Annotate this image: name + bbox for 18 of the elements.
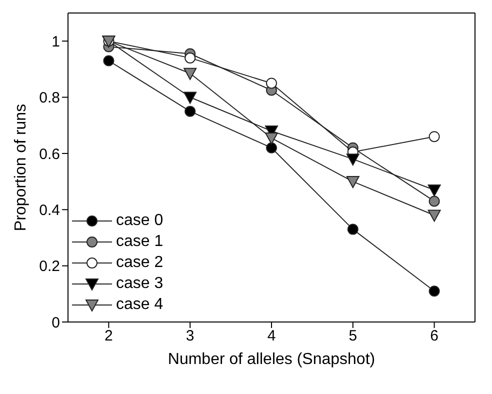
y-tick-label: 0.8 — [39, 90, 60, 107]
x-tick-label: 5 — [348, 328, 358, 345]
x-tick-label: 3 — [186, 328, 194, 345]
y-tick-label: 0.2 — [39, 258, 60, 276]
x-tick-label: 4 — [267, 328, 276, 345]
x-tick-label: 2 — [104, 328, 113, 345]
y-tick-label: 0.4 — [39, 202, 60, 219]
y-tick-label: 1 — [52, 33, 60, 50]
y-axis-title: Proportion of runs — [12, 104, 30, 232]
y-tick-label: 0.6 — [39, 146, 60, 163]
legend-label: case 4 — [116, 295, 164, 315]
x-axis-title: Number of alleles (Snapshot) — [168, 351, 376, 368]
x-tick-label: 6 — [430, 328, 438, 345]
legend-label: case 1 — [116, 232, 164, 252]
y-tick-label: 0 — [52, 314, 60, 332]
legend-label: case 2 — [116, 253, 164, 273]
legend-label: case 3 — [116, 274, 164, 294]
legend-label: case 0 — [116, 211, 164, 231]
